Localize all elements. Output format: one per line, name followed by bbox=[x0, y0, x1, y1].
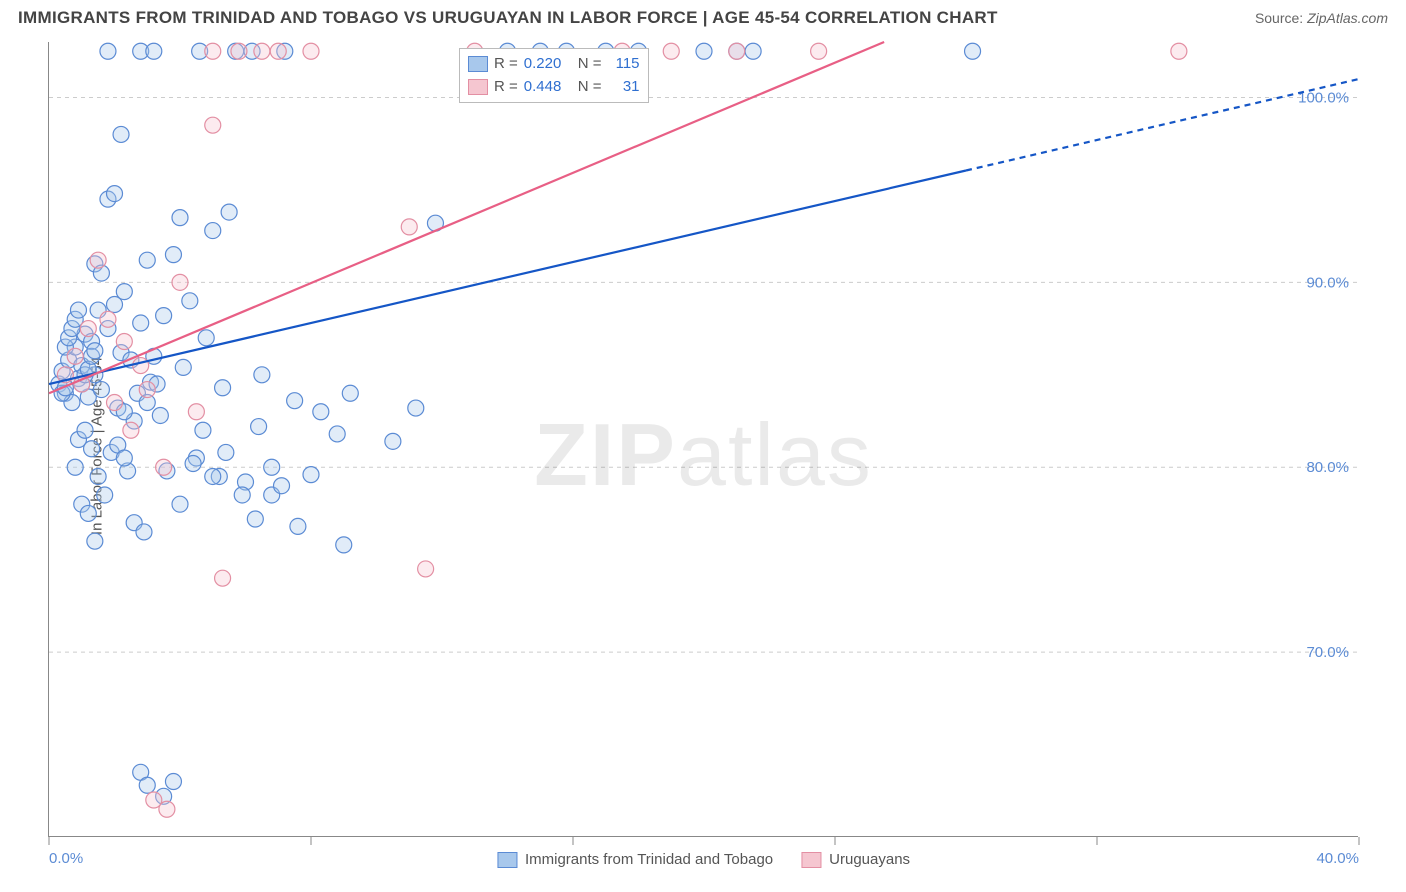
correlation-legend: R = 0.220 N = 115 R = 0.448 N = 31 bbox=[459, 48, 649, 103]
source-prefix: Source: bbox=[1255, 10, 1307, 26]
svg-text:40.0%: 40.0% bbox=[1316, 850, 1359, 867]
series-legend: Immigrants from Trinidad and Tobago Urugu… bbox=[497, 851, 910, 868]
legend-series-name: Immigrants from Trinidad and Tobago bbox=[525, 851, 773, 868]
svg-text:70.0%: 70.0% bbox=[1306, 644, 1349, 661]
legend-item: Immigrants from Trinidad and Tobago bbox=[497, 851, 773, 868]
source-name: ZipAtlas.com bbox=[1307, 10, 1388, 26]
svg-text:100.0%: 100.0% bbox=[1298, 89, 1349, 106]
legend-swatch bbox=[468, 79, 488, 95]
legend-series-name: Uruguayans bbox=[829, 851, 910, 868]
chart-plot-area: 70.0%80.0%90.0%100.0%0.0%40.0% ZIPatlas … bbox=[48, 42, 1358, 837]
chart-title: IMMIGRANTS FROM TRINIDAD AND TOBAGO VS U… bbox=[18, 8, 998, 28]
legend-n-value: 31 bbox=[608, 76, 640, 99]
legend-r-label: R = bbox=[494, 76, 518, 99]
svg-text:80.0%: 80.0% bbox=[1306, 459, 1349, 476]
legend-swatch bbox=[801, 852, 821, 868]
legend-r-value: 0.220 bbox=[524, 53, 572, 76]
legend-n-label: N = bbox=[578, 53, 602, 76]
legend-swatch bbox=[468, 56, 488, 72]
source-label: Source: ZipAtlas.com bbox=[1255, 10, 1388, 26]
legend-r-label: R = bbox=[494, 53, 518, 76]
svg-text:0.0%: 0.0% bbox=[49, 850, 83, 867]
legend-n-value: 115 bbox=[608, 53, 640, 76]
legend-r-value: 0.448 bbox=[524, 76, 572, 99]
scatter-plot: 70.0%80.0%90.0%100.0%0.0%40.0% bbox=[49, 42, 1358, 836]
legend-swatch bbox=[497, 852, 517, 868]
legend-item: Uruguayans bbox=[801, 851, 910, 868]
legend-n-label: N = bbox=[578, 76, 602, 99]
svg-text:90.0%: 90.0% bbox=[1306, 274, 1349, 291]
